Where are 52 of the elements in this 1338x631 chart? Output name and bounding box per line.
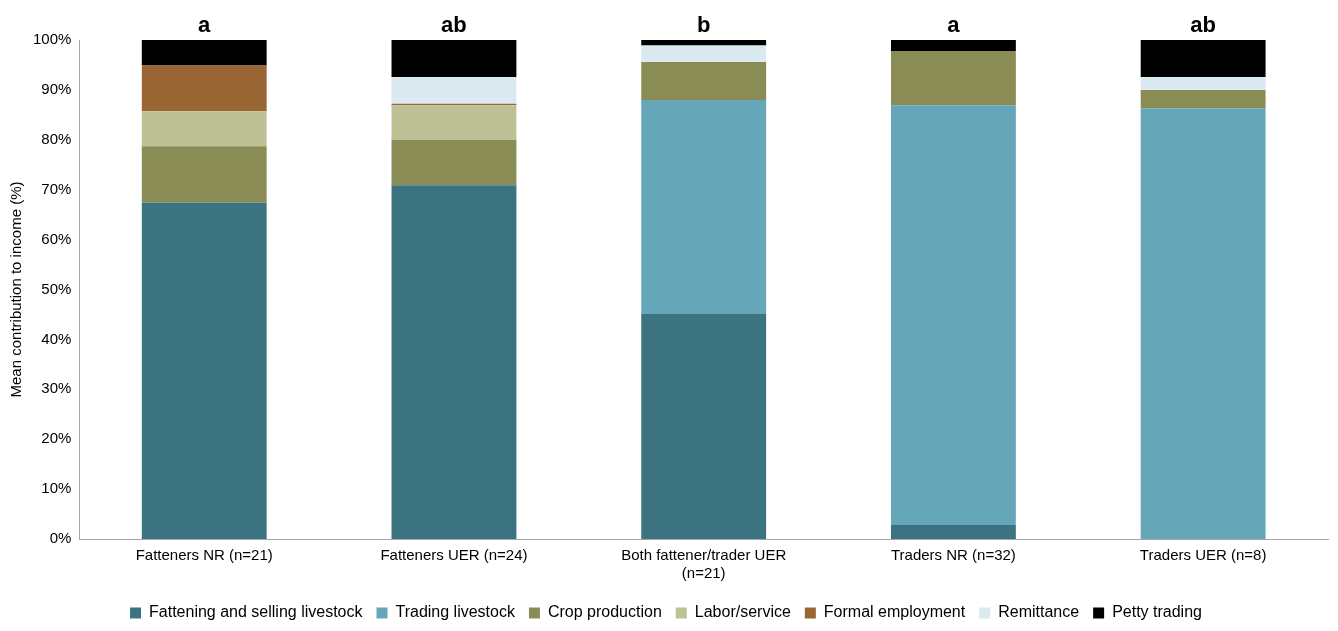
y-tick-label: 30%: [41, 379, 72, 397]
bar: [641, 45, 767, 62]
y-tick-label: 60%: [41, 229, 72, 247]
bar: [1140, 76, 1266, 90]
y-axis-title: Mean contribution to income (%): [7, 181, 25, 398]
bar: [641, 99, 767, 314]
legend-label: Crop production: [547, 603, 662, 621]
y-tick-label: 80%: [41, 129, 72, 147]
annotation: ab: [441, 12, 467, 38]
y-tick-label: 10%: [41, 479, 72, 497]
bar: [391, 139, 517, 186]
annotation: ab: [1190, 12, 1216, 38]
y-tick-label: 50%: [41, 279, 72, 297]
bar: [1140, 40, 1266, 77]
y-tick-label: 40%: [41, 329, 72, 347]
legend-label: Labor/service: [694, 603, 791, 621]
bar: [1140, 89, 1266, 109]
bar: [890, 50, 1016, 106]
y-tick-label: 70%: [41, 179, 72, 197]
legend-label: Formal employment: [823, 603, 966, 621]
x-tick-label: Fatteners UER (n=24): [380, 546, 528, 564]
y-tick-label: 0%: [49, 529, 72, 547]
annotation: a: [947, 12, 961, 38]
legend-label: Remittance: [998, 603, 1080, 621]
bar: [641, 61, 767, 100]
bar: [391, 40, 517, 77]
bar: [141, 146, 267, 203]
bar: [141, 40, 267, 66]
bar: [890, 40, 1016, 51]
x-tick-label: Both fattener/trader UER (n=21): [621, 546, 787, 582]
bar: [641, 313, 767, 539]
bar: [391, 185, 517, 539]
bar: [141, 111, 267, 147]
legend-label: Trading livestock: [395, 603, 516, 621]
bar: [391, 76, 517, 104]
x-tick-label: Traders NR (n=32): [890, 546, 1016, 564]
annotation: b: [696, 12, 711, 38]
legend-label: Fattening and selling livestock: [149, 603, 364, 621]
bar: [890, 105, 1016, 526]
y-tick-label: 20%: [41, 429, 72, 447]
bar: [141, 65, 267, 112]
bar: [141, 202, 267, 539]
bar: [1140, 108, 1266, 539]
bar: [890, 525, 1016, 539]
x-tick-label: Traders UER (n=8): [1139, 546, 1267, 564]
y-tick-label: 100%: [32, 30, 72, 48]
bar: [391, 105, 517, 140]
y-tick-label: 90%: [41, 80, 72, 98]
annotation: a: [198, 12, 212, 38]
x-tick-label: Fatteners NR (n=21): [135, 546, 273, 564]
bar: [641, 40, 767, 46]
legend-label: Petty trading: [1112, 603, 1202, 621]
